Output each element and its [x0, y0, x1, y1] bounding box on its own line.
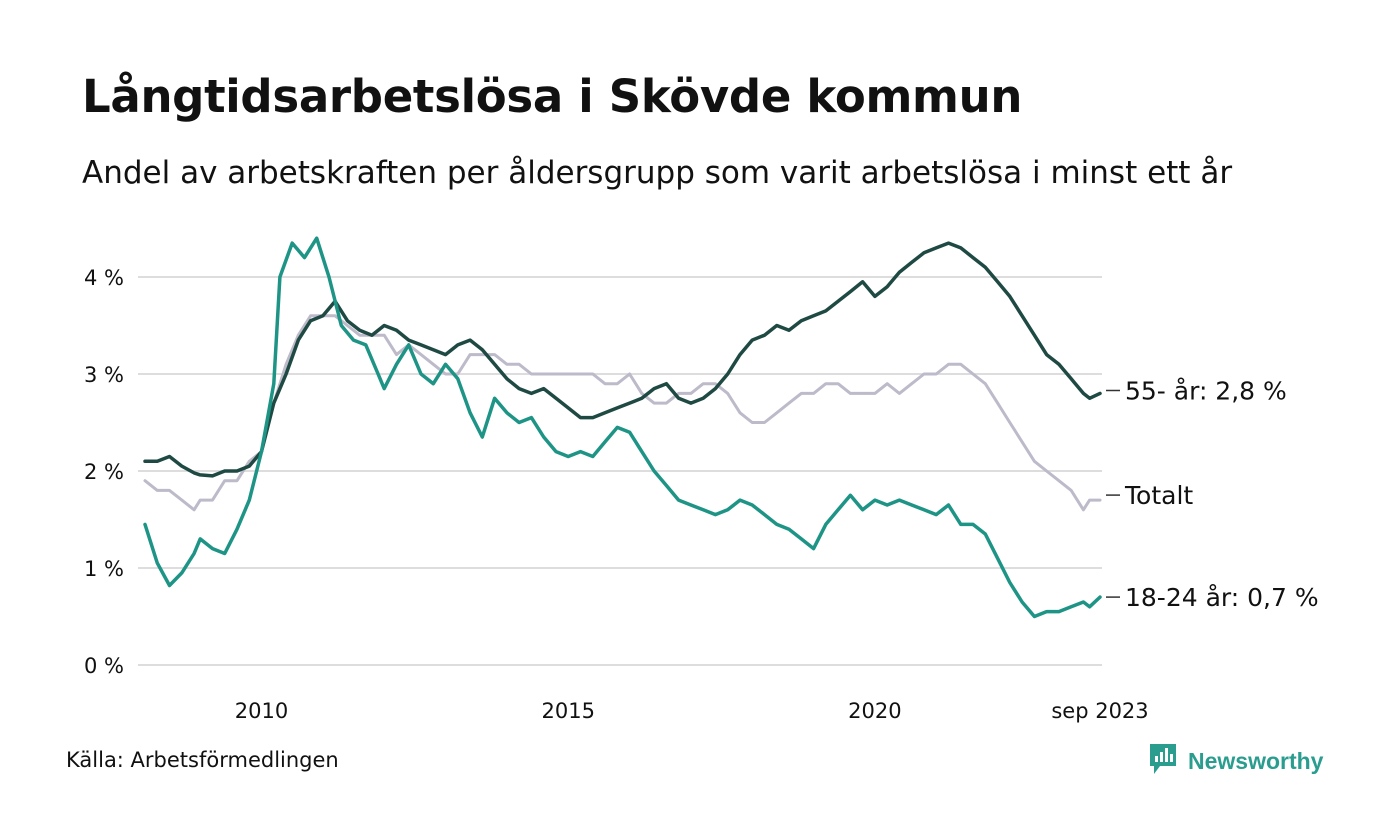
series-lines [143, 236, 1102, 619]
line-chart: 0 % 1 % 2 % 3 % 4 % 2010 2015 2020 sep 2023 Tot… [84, 236, 1319, 723]
y-tick-label: 3 % [84, 363, 124, 387]
x-tick-label: 2010 [235, 699, 288, 723]
series-line-total [143, 314, 1102, 512]
grid-lines [138, 276, 1102, 666]
x-tick-label: sep 2023 [1051, 699, 1148, 723]
series-label-s55: 55- år: 2,8 % [1125, 376, 1287, 405]
y-tick-label: 4 % [84, 266, 124, 290]
series-label-young: 18-24 år: 0,7 % [1125, 583, 1319, 612]
brand[interactable]: Newsworthy [1148, 742, 1323, 780]
brand-name: Newsworthy [1188, 747, 1324, 774]
series-label-total: Totalt [1124, 481, 1193, 510]
x-axis-ticks: 2010 2015 2020 sep 2023 [235, 699, 1149, 723]
y-tick-label: 2 % [84, 460, 124, 484]
chart-subtitle: Andel av arbetskraften per åldersgrupp s… [82, 155, 1233, 191]
series-labels: Totalt 55- år: 2,8 % 18-24 år: 0,7 % [1106, 376, 1319, 612]
y-tick-label: 0 % [84, 654, 124, 678]
chart-title: Långtidsarbetslösa i Skövde kommun [82, 70, 1023, 123]
x-tick-label: 2020 [848, 699, 901, 723]
source-note: Källa: Arbetsförmedlingen [66, 748, 339, 772]
y-tick-label: 1 % [84, 557, 124, 581]
x-tick-label: 2015 [541, 699, 594, 723]
newsworthy-logo-icon [1148, 742, 1178, 780]
series-line-s55 [143, 241, 1102, 478]
series-line-young [143, 236, 1102, 619]
y-axis-ticks: 0 % 1 % 2 % 3 % 4 % [84, 266, 124, 678]
